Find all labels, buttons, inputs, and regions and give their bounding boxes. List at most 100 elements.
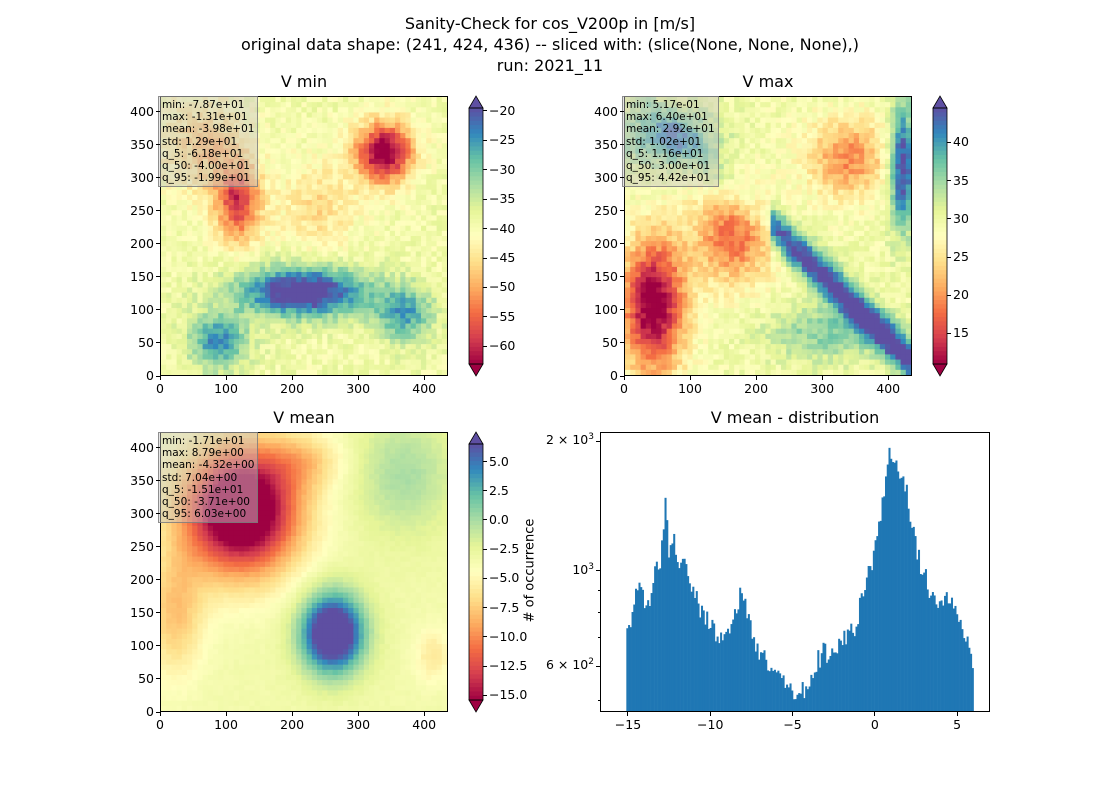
vmin-heatmap-cell [441, 148, 447, 155]
vmin-heatmap-cell [166, 97, 172, 103]
vmin-heatmap-cell [317, 236, 323, 242]
vmin-heatmap-cell [384, 328, 391, 335]
vmin-heatmap-cell [363, 359, 370, 366]
vmin-heatmap-cell [395, 369, 401, 375]
vmin-heatmap-cell [249, 112, 256, 119]
vmax-heatmap-cell [656, 256, 662, 263]
vmax-heatmap-cell [801, 184, 808, 191]
vmin-heatmap-cell [213, 318, 219, 325]
vmin-heatmap-cell [415, 256, 422, 263]
vmin-heatmap-cell [311, 220, 318, 227]
vmin-heatmap-cell [379, 189, 386, 196]
vmax-heatmap-cell [723, 236, 730, 242]
vmin-heatmap-cell [353, 107, 360, 114]
vmin-heatmap-cell [239, 236, 245, 242]
vmin-heatmap-cell [181, 369, 188, 375]
vmin-heatmap-cell [187, 230, 193, 237]
vmin-heatmap-cell [176, 261, 183, 268]
vmax-heatmap-cell [666, 102, 673, 108]
vmax-heatmap-cell [645, 189, 652, 196]
vmin-heatmap-cell [291, 153, 297, 160]
vmin-heatmap-cell [280, 282, 287, 289]
vmin-heatmap-cell [410, 287, 417, 294]
vmin-heatmap-cell [192, 313, 198, 319]
vmax-heatmap-cell [692, 225, 699, 232]
vmax-heatmap-cell [786, 215, 792, 222]
vmin-heatmap-cell [426, 236, 432, 242]
vmin-heatmap-cell [275, 364, 282, 371]
vmin-heatmap-cell [415, 323, 422, 330]
vmin-heatmap-cell [379, 138, 386, 144]
vmin-heatmap-cell [405, 333, 412, 340]
vmax-heatmap-cell [723, 246, 730, 253]
vmin-heatmap-cell [207, 344, 214, 350]
vmin-heatmap-cell [228, 246, 235, 253]
vmin-heatmap-cell [363, 323, 370, 330]
vmax-heatmap-cell [708, 143, 714, 150]
vmax-heatmap-cell [807, 251, 813, 258]
vmin-heatmap-cell [400, 148, 406, 155]
vmin-heatmap-cell [270, 318, 276, 325]
vmax-heatmap-cell [749, 127, 756, 134]
vmin-heatmap-cell [244, 169, 250, 175]
vmax-heatmap-cell [838, 189, 844, 196]
vmin-heatmap-cell [374, 313, 380, 319]
vmax-heatmap-cell [682, 215, 688, 222]
vmin-heatmap-cell [275, 246, 282, 253]
vmax-heatmap-cell [879, 205, 886, 211]
vmin-heatmap-cell [233, 127, 240, 134]
vmin-heatmap-cell [405, 292, 412, 299]
vmax-heatmap-cell [755, 215, 761, 222]
vmin-heatmap-cell [343, 138, 349, 144]
vmax-heatmap-cell [895, 256, 902, 263]
vmin-heatmap-cell [296, 241, 302, 247]
vmin-heatmap-cell [311, 158, 318, 165]
vmax-heatmap-cell [713, 153, 720, 160]
vmin-heatmap-cell [244, 261, 250, 268]
vmax-heatmap-cell [775, 97, 782, 103]
vmin-heatmap-cell [379, 169, 386, 175]
vmin-heatmap-cell [384, 133, 391, 139]
vmin-heatmap-cell [441, 241, 447, 247]
vmax-heatmap-cell [874, 241, 881, 247]
vmax-heatmap-cell [734, 251, 740, 258]
vmax-heatmap-cell [760, 174, 766, 180]
vmin-heatmap-cell [176, 189, 183, 196]
vmin-heatmap-cell [374, 153, 380, 160]
vmin-heatmap-cell [239, 220, 245, 227]
vmin-heatmap-cell [415, 102, 422, 108]
vmax-heatmap-cell [718, 251, 725, 258]
vmin-heatmap-cell [285, 153, 292, 160]
vmax-heatmap-cell [640, 122, 647, 129]
vmax-heatmap-cell [859, 127, 865, 134]
vmin-heatmap-cell [197, 97, 204, 103]
vmin-heatmap-cell [306, 210, 313, 217]
vmax-heatmap-cell [848, 112, 855, 119]
vmax-heatmap-cell [812, 266, 818, 273]
vmin-heatmap-cell [254, 189, 261, 196]
vmin-heatmap-cell [275, 133, 282, 139]
vmin-heatmap-cell [353, 133, 360, 139]
vmin-heatmap-cell [358, 199, 365, 206]
vmin-heatmap-cell [421, 333, 427, 340]
vmin-heatmap-cell [348, 189, 354, 196]
vmin-heatmap-cell [228, 205, 235, 211]
vmax-heatmap-cell [890, 236, 896, 242]
vmin-heatmap-cell [296, 133, 302, 139]
vmin-colorbar-segment [469, 351, 483, 356]
vmax-heatmap-cell [625, 225, 631, 232]
vmin-heatmap-cell [343, 292, 349, 299]
vmax-heatmap-cell [874, 179, 881, 186]
vmax-heatmap-cell [770, 199, 777, 206]
vmin-heatmap-cell [410, 133, 417, 139]
vmax-heatmap-cell [827, 251, 834, 258]
vmin-heatmap-cell [249, 246, 256, 253]
vmin-heatmap-cell [400, 241, 406, 247]
vmax-heatmap-cell [900, 158, 907, 165]
vmax-heatmap-cell [677, 225, 683, 232]
vmin-heatmap-cell [228, 153, 235, 160]
vmin-heatmap-cell [265, 261, 271, 268]
vmin-heatmap-cell [363, 169, 370, 175]
vmin-heatmap-cell [441, 117, 447, 124]
vmin-colorbar-tick-label: −25 [489, 132, 516, 148]
